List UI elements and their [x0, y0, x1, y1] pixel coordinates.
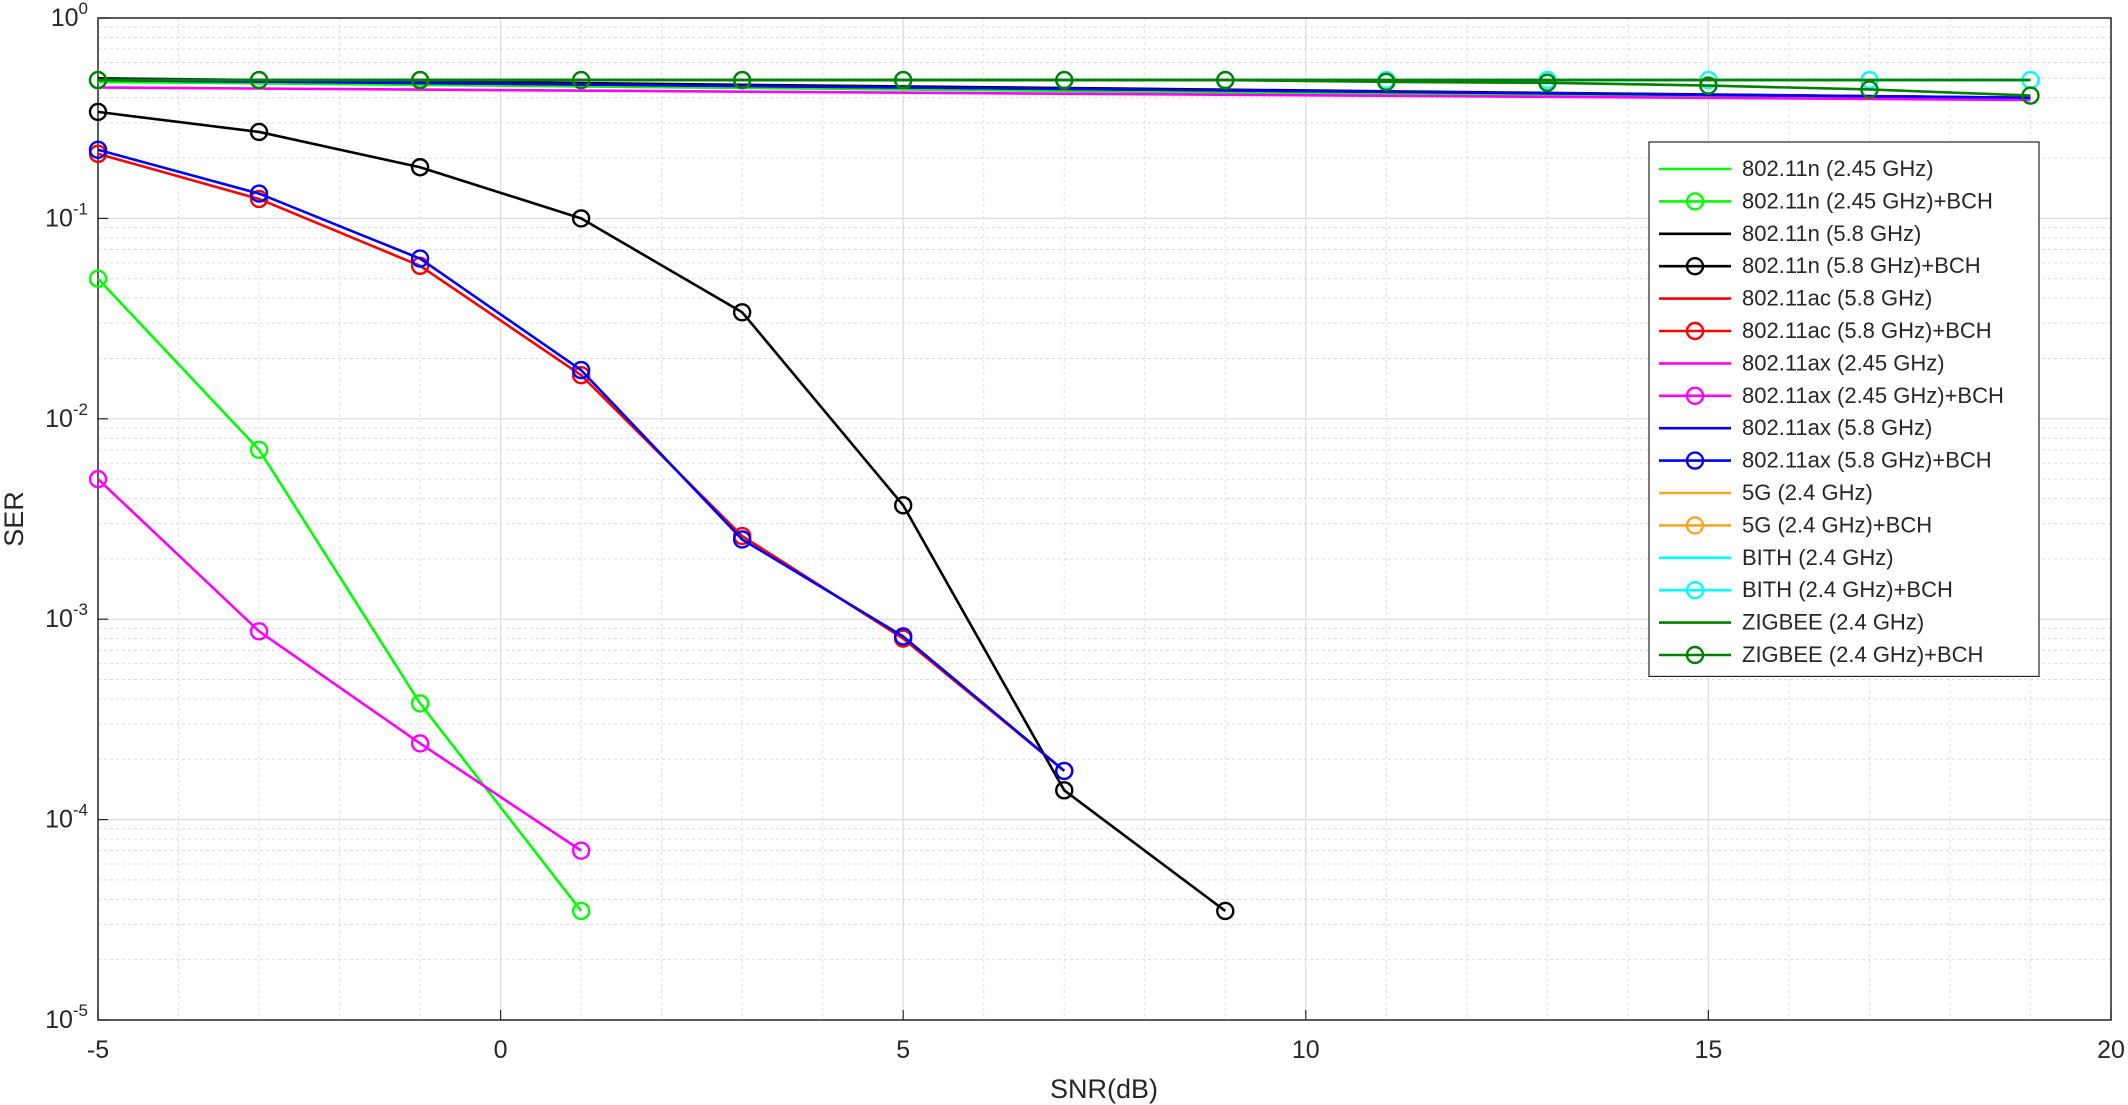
y-tick-label: 10-5 — [45, 1001, 88, 1034]
y-tick-label: 10-1 — [45, 199, 88, 232]
series-line-802-11ax-2-45-ghz — [97, 86, 2031, 102]
series-line-802-11n-2-45-ghz-bch — [97, 277, 583, 912]
x-tick-label: 10 — [1292, 1036, 1320, 1064]
y-tick-label: 10-2 — [45, 400, 88, 433]
data-point-zigbee-2-4-ghz-bch — [1860, 80, 1879, 99]
data-point-802-11ax-5-8-ghz-bch — [894, 627, 913, 646]
data-point-802-11n-5-8-ghz-bch — [410, 158, 430, 177]
legend-marker-sample — [1685, 581, 1705, 600]
legend-label: 802.11ax (5.8 GHz) — [1742, 415, 1932, 440]
data-point-802-11ax-2-45-ghz-bch — [249, 622, 269, 641]
legend-label: 802.11n (2.45 GHz) — [1742, 156, 1934, 181]
y-axis-label: SER — [0, 491, 29, 547]
data-point-802-11n-2-45-ghz-bch — [571, 901, 591, 921]
legend-label: 802.11n (5.8 GHz) — [1742, 221, 1921, 246]
legend-marker-sample — [1685, 257, 1705, 276]
legend-label: BITH (2.4 GHz) — [1742, 545, 1894, 570]
y-axis-ticks: 10-5 10-4 10-3 10-2 10-1 100 — [45, 0, 108, 1034]
x-axis-ticks: -5 0 5 10 15 20 — [87, 1010, 2125, 1064]
data-point-zigbee-2-4-ghz-bch — [410, 70, 430, 90]
legend-label: 802.11ac (5.8 GHz) — [1742, 286, 1932, 311]
x-tick-label: -5 — [87, 1036, 109, 1064]
data-point-802-11n-5-8-ghz-bch — [571, 209, 591, 228]
legend-label: 802.11n (5.8 GHz)+BCH — [1742, 253, 1981, 278]
series-line-802-11ac-5-8-ghz-bch — [97, 152, 1066, 772]
data-point-zigbee-2-4-ghz-bch — [249, 70, 269, 90]
legend-label: 5G (2.4 GHz)+BCH — [1742, 512, 1932, 537]
data-point-zigbee-2-4-ghz-bch — [1055, 70, 1074, 90]
y-tick-label: 10-3 — [45, 600, 88, 633]
plot-area-frame — [97, 17, 2112, 1021]
data-point-zigbee-2-4-ghz-bch — [1538, 73, 1557, 92]
data-point-802-11ax-2-45-ghz-bch — [571, 841, 591, 860]
series-line-802-11n-5-8-ghz-bch — [97, 110, 1227, 913]
legend-marker-sample — [1685, 451, 1705, 470]
legend-marker-sample — [1685, 516, 1705, 535]
data-point-zigbee-2-4-ghz-bch — [2021, 86, 2040, 105]
data-point-802-11n-5-8-ghz-bch — [894, 496, 913, 515]
x-tick-label: 5 — [896, 1036, 910, 1064]
data-point-802-11ax-5-8-ghz-bch — [571, 360, 591, 380]
data-point-802-11ac-5-8-ghz-bch — [249, 189, 269, 209]
data-point-zigbee-2-4-ghz-bch — [1216, 70, 1235, 90]
data-point-zigbee-2-4-ghz-bch — [894, 70, 913, 90]
legend-label: 802.11ac (5.8 GHz)+BCH — [1742, 318, 1992, 343]
data-point-zigbee-2-4-ghz-bch — [732, 70, 752, 90]
data-point-802-11ac-5-8-ghz-bch — [571, 366, 591, 385]
data-point-802-11ax-5-8-ghz-bch — [732, 530, 752, 549]
legend-label: 802.11ax (2.45 GHz) — [1742, 350, 1945, 375]
data-point-802-11n-5-8-ghz-bch — [88, 102, 108, 122]
legend-label: ZIGBEE (2.4 GHz) — [1742, 610, 1924, 635]
data-point-zigbee-2-4-ghz-bch — [571, 70, 591, 90]
data-point-802-11ax-2-45-ghz-bch — [88, 469, 108, 489]
legend-marker-sample — [1685, 645, 1705, 665]
legend-label: 802.11ax (2.45 GHz)+BCH — [1742, 383, 2004, 408]
legend-label: 802.11ax (5.8 GHz)+BCH — [1742, 448, 1992, 473]
x-axis-label: SNR(dB) — [1050, 1074, 1158, 1104]
data-point-zigbee-2-4-ghz-bch — [1699, 76, 1718, 95]
data-point-802-11n-2-45-ghz-bch — [249, 440, 269, 460]
data-point-802-11n-2-45-ghz-bch — [88, 269, 108, 288]
data-point-zigbee-2-4-ghz-bch — [1377, 72, 1396, 92]
data-point-802-11n-5-8-ghz-bch — [1055, 781, 1074, 800]
data-point-802-11ax-5-8-ghz-bch — [88, 140, 108, 159]
data-point-802-11ax-5-8-ghz-bch — [410, 249, 430, 268]
series-line-802-11ax-5-8-ghz-bch — [97, 148, 1066, 772]
data-point-802-11ax-5-8-ghz-bch — [1055, 761, 1074, 781]
x-tick-label: 20 — [2097, 1036, 2125, 1064]
data-point-802-11ax-2-45-ghz-bch — [410, 734, 430, 753]
data-point-802-11ax-5-8-ghz-bch — [249, 184, 269, 203]
data-point-802-11n-5-8-ghz-bch — [732, 303, 752, 322]
series-layer — [88, 70, 2040, 921]
legend-label: 5G (2.4 GHz) — [1742, 480, 1873, 505]
legend-box — [1648, 141, 2040, 678]
legend: 802.11n (2.45 GHz) 802.11n (2.45 GHz)+BCH… — [1648, 141, 2040, 678]
y-tick-label: 10-4 — [45, 801, 88, 834]
legend-marker-sample — [1685, 192, 1705, 211]
legend-label: BITH (2.4 GHz)+BCH — [1742, 577, 1953, 602]
x-tick-label: 0 — [494, 1036, 508, 1064]
data-point-zigbee-2-4-ghz-bch — [88, 70, 108, 90]
legend-marker-sample — [1685, 386, 1705, 405]
data-point-802-11n-5-8-ghz-bch — [249, 122, 269, 142]
data-point-802-11n-5-8-ghz-bch — [1216, 901, 1235, 921]
legend-label: ZIGBEE (2.4 GHz)+BCH — [1742, 642, 1983, 667]
series-line-zigbee-2-4-ghz-bch — [98, 78, 2031, 97]
legend-label: 802.11n (2.45 GHz)+BCH — [1742, 188, 1993, 213]
x-tick-label: 15 — [1694, 1036, 1722, 1064]
data-point-802-11n-2-45-ghz-bch — [410, 694, 430, 713]
y-tick-label: 100 — [51, 0, 88, 32]
series-line-802-11ax-2-45-ghz-bch — [97, 478, 582, 852]
legend-marker-sample — [1685, 321, 1705, 341]
